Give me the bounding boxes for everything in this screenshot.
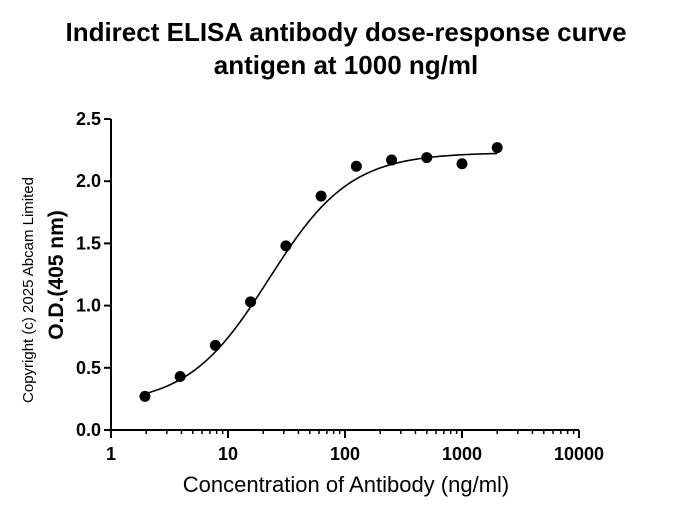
- x-axis-label: Concentration of Antibody (ng/ml): [183, 472, 510, 497]
- y-tick-label: 1.0: [76, 296, 101, 316]
- data-point: [209, 339, 221, 351]
- x-tick-label: 1000: [442, 444, 482, 464]
- x-tick-label: 10000: [554, 444, 604, 464]
- y-tick-label: 0.0: [76, 420, 101, 440]
- data-point: [350, 160, 362, 172]
- y-tick-label: 0.5: [76, 358, 101, 378]
- chart-subtitle: antigen at 1000 ng/ml: [214, 50, 478, 80]
- data-point: [386, 154, 398, 166]
- y-tick-label: 1.5: [76, 233, 101, 253]
- fit-curve: [144, 152, 498, 395]
- chart-title: Indirect ELISA antibody dose-response cu…: [65, 17, 626, 47]
- data-point: [139, 390, 151, 402]
- data-point: [315, 190, 327, 202]
- data-point: [456, 158, 468, 170]
- y-tick-label: 2.0: [76, 171, 101, 191]
- plot-area: 0.0 0.5 1.0 1.5 2.0 2.5 1 10 100 1000 10000: [76, 109, 604, 464]
- x-tick-label: 1: [106, 444, 116, 464]
- data-point: [421, 152, 433, 164]
- data-point: [245, 296, 257, 308]
- x-tick-label: 10: [218, 444, 238, 464]
- copyright-notice: Copyright (c) 2025 Abcam Limited: [20, 177, 37, 403]
- y-tick-label: 2.5: [76, 109, 101, 129]
- x-tick-label: 100: [330, 444, 360, 464]
- data-point: [174, 371, 186, 383]
- y-axis-label: O.D.(405 nm): [45, 210, 68, 340]
- data-point: [491, 142, 503, 154]
- data-point: [280, 240, 292, 252]
